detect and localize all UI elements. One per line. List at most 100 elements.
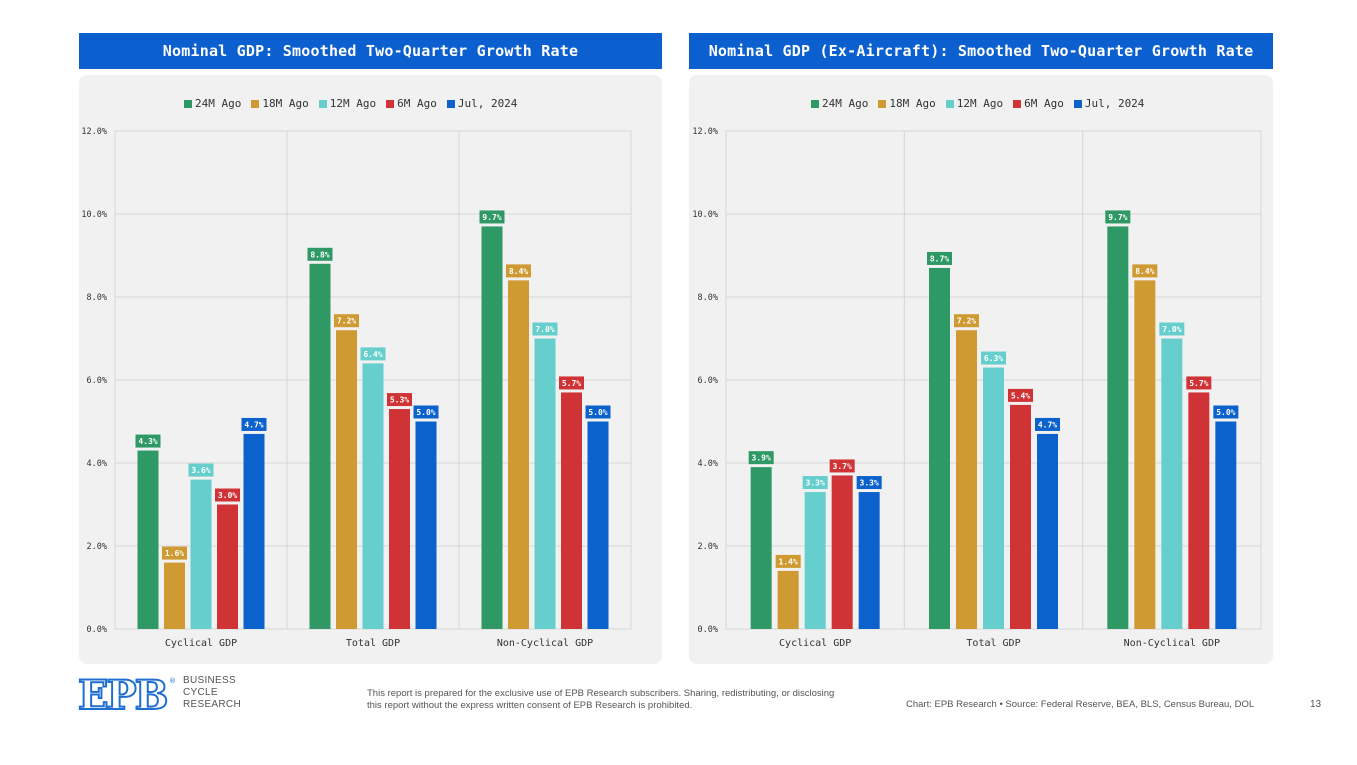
data-label-box	[802, 476, 828, 490]
data-label-box	[413, 405, 439, 419]
data-label: 7.0%	[535, 325, 554, 334]
legend-swatch	[1073, 99, 1082, 108]
bar	[534, 338, 556, 629]
data-label-box	[334, 314, 359, 328]
legend-swatch	[251, 99, 260, 108]
bar	[336, 330, 357, 629]
data-label-box	[241, 417, 267, 431]
epb-logo: EPB ®	[78, 674, 176, 712]
data-label: 9.7%	[1108, 213, 1127, 222]
data-label: 3.3%	[806, 479, 825, 488]
data-label: 6.4%	[363, 350, 382, 359]
y-tick-label: 0.0%	[87, 625, 107, 635]
chart-1-title: Nominal GDP: Smoothed Two-Quarter Growth…	[79, 33, 662, 69]
data-label-box	[748, 451, 774, 465]
brand-line-1: BUSINESS	[183, 675, 236, 686]
data-label: 3.9%	[752, 454, 771, 463]
y-tick-label: 6.0%	[698, 376, 718, 386]
legend-label: 12M Ago	[329, 97, 377, 110]
bar	[1134, 280, 1156, 629]
legend-item: 12M Ago	[318, 97, 377, 110]
data-label-box	[559, 376, 584, 390]
legend-item: 24M Ago	[811, 97, 868, 110]
y-tick-label: 0.0%	[698, 625, 718, 635]
data-label: 4.7%	[1038, 420, 1057, 429]
x-tick-label: Total GDP	[346, 638, 400, 649]
legend-label: Jul, 2024	[457, 97, 518, 110]
legend-label: 18M Ago	[889, 97, 936, 110]
y-tick-label: 8.0%	[87, 293, 107, 303]
bar	[1215, 421, 1237, 629]
data-label: 1.4%	[779, 557, 798, 566]
source-text: Chart: EPB Research • Source: Federal Re…	[906, 699, 1255, 710]
data-label: 8.4%	[1135, 267, 1154, 276]
data-label: 3.6%	[191, 466, 210, 475]
data-label-box	[1008, 388, 1033, 402]
x-tick-label: Cyclical GDP	[165, 638, 237, 649]
bar	[1188, 392, 1210, 629]
bar	[929, 267, 950, 629]
bar	[1010, 404, 1031, 629]
data-label-box	[135, 434, 161, 448]
legend-item: Jul, 2024	[1073, 97, 1145, 110]
bar	[481, 226, 503, 629]
legend-item: 6M Ago	[386, 97, 437, 110]
bar	[831, 475, 853, 629]
x-tick-label: Total GDP	[966, 638, 1020, 649]
legend-label: 24M Ago	[195, 97, 242, 110]
data-label: 5.3%	[390, 396, 409, 405]
legend-label: 12M Ago	[956, 97, 1004, 110]
bar	[243, 433, 265, 629]
bar	[1107, 226, 1129, 629]
bar	[217, 504, 238, 629]
data-label-box	[360, 347, 386, 361]
bar	[956, 330, 977, 629]
data-label: 7.2%	[957, 317, 976, 326]
data-label-box	[532, 322, 558, 336]
data-label: 9.7%	[482, 213, 501, 222]
data-label-box	[1186, 376, 1212, 390]
y-tick-label: 10.0%	[81, 210, 107, 220]
data-label: 3.3%	[860, 479, 879, 488]
legend-item: Jul, 2024	[446, 97, 518, 110]
data-label: 3.0%	[218, 491, 237, 500]
data-label: 5.0%	[588, 408, 607, 417]
data-label-box	[775, 554, 801, 568]
data-label: 8.8%	[310, 250, 329, 259]
logo-letters: EPB	[78, 674, 167, 712]
bar	[164, 562, 185, 629]
legend-item: 6M Ago	[1013, 97, 1064, 110]
bar	[858, 492, 880, 629]
data-label-box	[981, 351, 1006, 365]
data-label: 1.6%	[165, 549, 184, 558]
y-tick-label: 2.0%	[87, 542, 107, 552]
legend-item: 12M Ago	[945, 97, 1004, 110]
chart-2-plot: 0.0% 2.0% 4.0% 6.0% 8.0% 10.0% 12.0% Cyclical G…	[692, 127, 1262, 649]
bar	[561, 392, 582, 629]
x-tick-label: Non-Cyclical GDP	[1124, 638, 1220, 649]
bar	[309, 263, 331, 629]
data-label-box	[479, 210, 505, 224]
logo-registered-mark: ®	[169, 677, 176, 685]
bar	[389, 409, 410, 629]
bar	[587, 421, 609, 629]
legend-swatch	[446, 99, 455, 108]
data-label-box	[585, 405, 611, 419]
data-label: 3.7%	[833, 462, 852, 471]
brand-name: BUSINESS CYCLE RESEARCH	[183, 675, 241, 711]
data-label: 8.4%	[509, 267, 528, 276]
legend-swatch	[945, 99, 954, 108]
data-label: 4.3%	[138, 437, 157, 446]
bar	[190, 479, 212, 629]
chart-2-legend: 24M Ago 18M Ago 12M Ago 6M Ago Jul, 2024	[811, 97, 1144, 110]
bar	[1161, 338, 1183, 629]
x-tick-label: Cyclical GDP	[779, 638, 851, 649]
x-tick-label: Non-Cyclical GDP	[497, 638, 593, 649]
y-tick-label: 6.0%	[87, 376, 107, 386]
data-label: 5.7%	[1189, 379, 1208, 388]
data-label: 5.0%	[1216, 408, 1235, 417]
bar	[362, 363, 384, 629]
legend-label: Jul, 2024	[1084, 97, 1145, 110]
y-tick-label: 10.0%	[692, 210, 718, 220]
y-tick-label: 4.0%	[87, 459, 107, 469]
